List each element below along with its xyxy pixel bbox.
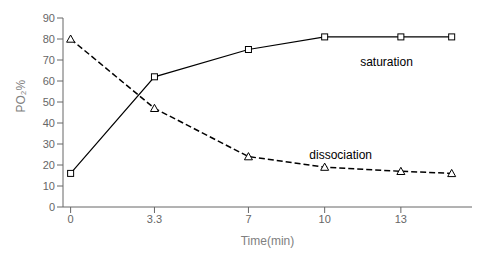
svg-text:13: 13 bbox=[395, 213, 407, 225]
svg-text:60: 60 bbox=[43, 75, 55, 87]
svg-text:Time(min): Time(min) bbox=[241, 234, 295, 248]
svg-text:40: 40 bbox=[43, 117, 55, 129]
svg-text:10: 10 bbox=[319, 213, 331, 225]
svg-text:20: 20 bbox=[43, 159, 55, 171]
svg-text:dissociation: dissociation bbox=[309, 148, 372, 162]
svg-text:50: 50 bbox=[43, 96, 55, 108]
svg-text:10: 10 bbox=[43, 180, 55, 192]
svg-text:90: 90 bbox=[43, 12, 55, 24]
svg-text:0: 0 bbox=[49, 201, 55, 213]
svg-text:saturation: saturation bbox=[360, 55, 413, 69]
svg-text:PO₂%: PO₂% bbox=[14, 80, 28, 113]
svg-text:0: 0 bbox=[68, 213, 74, 225]
svg-text:80: 80 bbox=[43, 33, 55, 45]
svg-text:70: 70 bbox=[43, 54, 55, 66]
svg-text:30: 30 bbox=[43, 138, 55, 150]
svg-text:3.3: 3.3 bbox=[147, 213, 162, 225]
svg-text:7: 7 bbox=[245, 213, 251, 225]
